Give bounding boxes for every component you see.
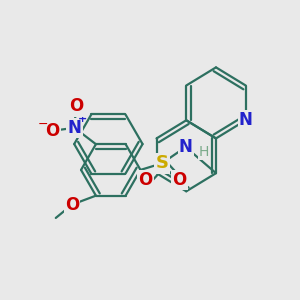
Text: N: N: [179, 138, 193, 156]
Text: O: O: [138, 171, 153, 189]
Text: +: +: [78, 114, 88, 124]
Text: O: O: [172, 171, 187, 189]
Text: −: −: [38, 118, 49, 131]
Text: O: O: [45, 122, 59, 140]
Text: N: N: [239, 111, 253, 129]
Text: O: O: [69, 98, 83, 116]
Text: H: H: [199, 146, 209, 159]
Text: N: N: [68, 119, 81, 137]
Text: S: S: [155, 154, 168, 172]
Text: O: O: [65, 196, 79, 214]
